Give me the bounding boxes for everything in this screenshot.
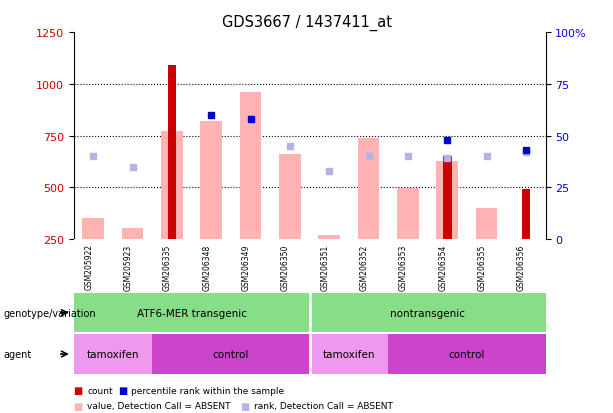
Bar [161,132,183,240]
Text: GSM206356: GSM206356 [517,244,526,290]
Text: ■: ■ [118,385,127,395]
Text: control: control [213,349,249,359]
Bar [152,335,310,374]
Text: ■: ■ [240,401,249,411]
Bar [167,66,176,240]
Text: GDS3667 / 1437411_at: GDS3667 / 1437411_at [221,14,392,31]
Bar [82,219,104,240]
Text: control: control [449,349,485,359]
Bar [522,190,530,240]
Text: GSM206351: GSM206351 [320,244,329,290]
Text: value, Detection Call = ABSENT: value, Detection Call = ABSENT [87,401,230,410]
Text: ■: ■ [74,385,83,395]
Text: GSM206335: GSM206335 [163,244,172,290]
Text: ATF6-MER transgenic: ATF6-MER transgenic [137,308,246,318]
Text: tamoxifen: tamoxifen [322,349,375,359]
Bar [476,209,497,240]
Text: tamoxifen: tamoxifen [86,349,139,359]
Text: ■: ■ [74,401,83,411]
Text: GSM205922: GSM205922 [84,244,93,290]
Text: genotype/variation: genotype/variation [3,308,96,318]
Bar [397,189,419,240]
Text: GSM205923: GSM205923 [124,244,132,290]
Text: count: count [87,386,113,395]
Text: GSM206353: GSM206353 [399,244,408,290]
Bar [436,162,458,240]
Text: GSM206352: GSM206352 [360,244,368,290]
Text: agent: agent [3,349,31,359]
Bar [310,335,388,374]
Bar [318,235,340,240]
Text: rank, Detection Call = ABSENT: rank, Detection Call = ABSENT [254,401,393,410]
Bar [279,155,301,240]
Bar [443,157,452,240]
Bar [310,293,546,332]
Bar [358,138,379,240]
Text: GSM206349: GSM206349 [242,244,251,290]
Bar [74,293,310,332]
Bar [200,122,222,240]
Text: GSM206348: GSM206348 [202,244,211,290]
Bar [74,335,152,374]
Text: nontransgenic: nontransgenic [390,308,465,318]
Bar [240,93,261,240]
Bar [122,228,143,240]
Text: GSM206354: GSM206354 [438,244,447,290]
Text: GSM206350: GSM206350 [281,244,290,290]
Text: percentile rank within the sample: percentile rank within the sample [131,386,284,395]
Text: GSM206355: GSM206355 [478,244,487,290]
Bar [388,335,546,374]
